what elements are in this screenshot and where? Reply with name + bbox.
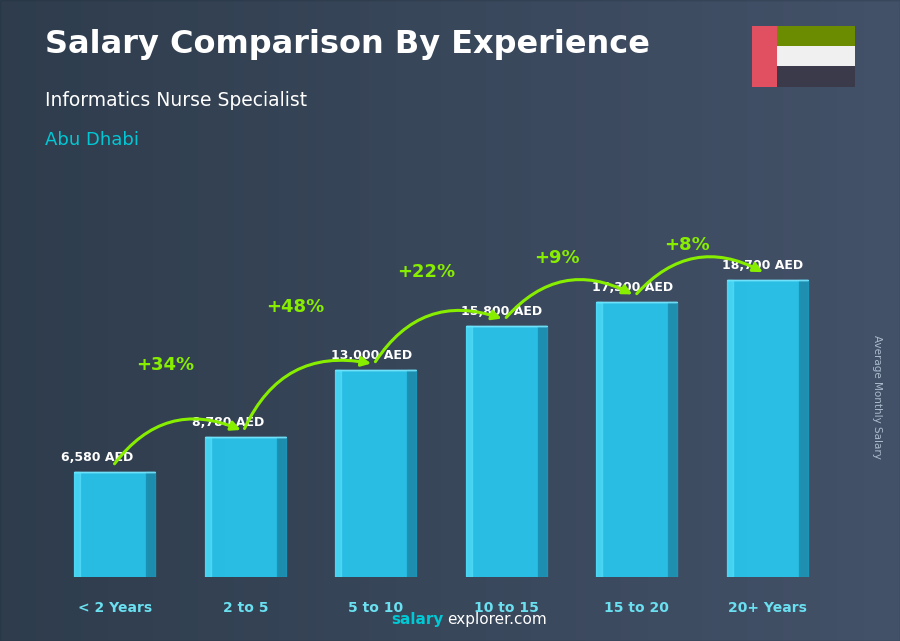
- Text: +8%: +8%: [664, 237, 710, 254]
- Text: 15,800 AED: 15,800 AED: [461, 305, 543, 318]
- Bar: [778, 46, 855, 66]
- Polygon shape: [537, 326, 547, 577]
- FancyBboxPatch shape: [205, 437, 276, 577]
- Text: 17,300 AED: 17,300 AED: [591, 281, 673, 294]
- Bar: [752, 26, 778, 87]
- Text: explorer.com: explorer.com: [447, 612, 547, 627]
- Text: < 2 Years: < 2 Years: [77, 601, 152, 615]
- Text: 10 to 15: 10 to 15: [474, 601, 539, 615]
- Text: +9%: +9%: [534, 249, 580, 267]
- Bar: [727, 280, 733, 577]
- Text: 20+ Years: 20+ Years: [728, 601, 806, 615]
- Text: 2 to 5: 2 to 5: [222, 601, 268, 615]
- Text: Average Monthly Salary: Average Monthly Salary: [872, 335, 883, 460]
- Polygon shape: [146, 472, 156, 577]
- Bar: [597, 302, 602, 577]
- Polygon shape: [798, 280, 808, 577]
- Text: Informatics Nurse Specialist: Informatics Nurse Specialist: [45, 91, 307, 110]
- Text: +48%: +48%: [266, 298, 325, 317]
- Text: +34%: +34%: [136, 356, 194, 374]
- FancyBboxPatch shape: [466, 326, 537, 577]
- Text: 6,580 AED: 6,580 AED: [61, 451, 133, 465]
- Bar: [336, 370, 341, 577]
- Polygon shape: [407, 370, 417, 577]
- Bar: [778, 66, 855, 87]
- Bar: [466, 326, 472, 577]
- Text: 15 to 20: 15 to 20: [605, 601, 670, 615]
- Text: 13,000 AED: 13,000 AED: [330, 349, 412, 362]
- Polygon shape: [276, 437, 286, 577]
- Text: 8,780 AED: 8,780 AED: [192, 417, 264, 429]
- Text: salary: salary: [392, 612, 444, 627]
- Text: 5 to 10: 5 to 10: [348, 601, 403, 615]
- Polygon shape: [668, 302, 678, 577]
- Text: 18,700 AED: 18,700 AED: [722, 259, 804, 272]
- FancyBboxPatch shape: [597, 302, 668, 577]
- Bar: [778, 26, 855, 46]
- Bar: [75, 472, 80, 577]
- Text: +22%: +22%: [397, 263, 455, 281]
- Bar: [205, 437, 211, 577]
- FancyBboxPatch shape: [336, 370, 407, 577]
- FancyBboxPatch shape: [727, 280, 798, 577]
- FancyBboxPatch shape: [75, 472, 146, 577]
- Text: Salary Comparison By Experience: Salary Comparison By Experience: [45, 29, 650, 60]
- Text: Abu Dhabi: Abu Dhabi: [45, 131, 139, 149]
